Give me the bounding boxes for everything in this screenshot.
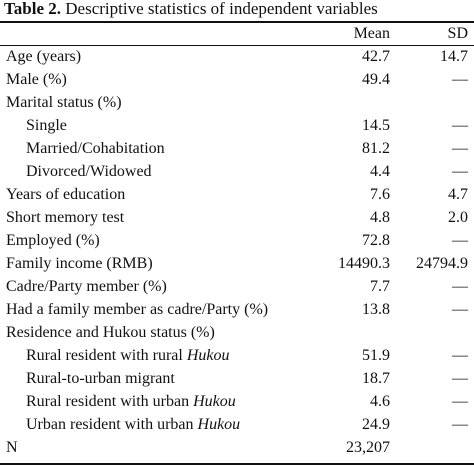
bottom-rule [0,463,474,465]
row-sd: — [452,347,468,364]
row-label-text: Urban resident with urban [26,416,198,433]
row-sd: — [452,71,468,88]
row-mean: 4.4 [370,163,390,180]
row-mean: 49.4 [362,71,390,88]
row-mean: 51.9 [362,347,390,364]
row-label: Single [26,117,67,134]
row-sd: 4.7 [448,186,468,203]
row-sd: — [452,117,468,134]
row-label: Divorced/Widowed [26,163,152,180]
table-row-n: N 23,207 [0,436,474,459]
row-sd: — [452,393,468,410]
row-label: Marital status (%) [6,94,122,111]
table-row-marital-status: Marital status (%) [0,91,474,114]
row-label: Urban resident with urban Hukou [26,413,240,436]
table-row-migrant: Rural-to-urban migrant 18.7 — [0,367,474,390]
table-row-rural-urban: Rural resident with urban Hukou 4.6 — [0,390,474,413]
table-row-family-income: Family income (RMB) 14490.3 24794.9 [0,252,474,275]
row-mean: 4.6 [370,393,390,410]
statistics-table: Mean SD Age (years) 42.7 14.7 Male (%) 4… [0,23,474,459]
row-mean: 23,207 [346,439,390,456]
row-label: Short memory test [6,209,125,226]
table-row-married: Married/Cohabitation 81.2 — [0,137,474,160]
row-label: Age (years) [6,48,82,65]
row-mean: 7.6 [370,186,390,203]
table-caption-label: Table 2. [4,0,62,18]
mean-column-header: Mean [353,25,390,42]
table-row-rural-rural: Rural resident with rural Hukou 51.9 — [0,344,474,367]
row-sd: — [452,140,468,157]
row-sd: — [452,416,468,433]
table-row-divorced: Divorced/Widowed 4.4 — [0,160,474,183]
row-sd: 14.7 [440,48,468,65]
row-mean: 18.7 [362,370,390,387]
table-row-single: Single 14.5 — [0,114,474,137]
table-row-urban-urban: Urban resident with urban Hukou 24.9 — [0,413,474,436]
row-sd: — [452,301,468,318]
row-mean: 14490.3 [338,255,390,272]
row-label: Rural-to-urban migrant [26,370,175,387]
row-label: Rural resident with urban Hukou [26,390,236,413]
row-mean: 14.5 [362,117,390,134]
top-rule [0,21,474,23]
row-mean: 72.8 [362,232,390,249]
table-row-male: Male (%) 49.4 — [0,68,474,91]
sd-column-header: SD [447,25,468,42]
row-mean: 4.8 [370,209,390,226]
row-label: Rural resident with rural Hukou [26,344,230,367]
table-caption: Table 2. Descriptive statistics of indep… [4,0,378,22]
table-row-employed: Employed (%) 72.8 — [0,229,474,252]
row-sd: — [452,232,468,249]
header-rule [0,45,474,46]
row-sd: 2.0 [448,209,468,226]
row-sd: 24794.9 [416,255,468,272]
row-sd: — [452,278,468,295]
row-label: Family income (RMB) [6,255,153,272]
table-header-row: Mean SD [0,23,474,45]
row-mean: 42.7 [362,48,390,65]
row-label: Male (%) [6,71,67,88]
row-label: Residence and Hukou status (%) [6,324,215,341]
row-mean: 81.2 [362,140,390,157]
table-caption-text: Descriptive statistics of independent va… [61,0,378,18]
table-row-memory-test: Short memory test 4.8 2.0 [0,206,474,229]
row-label-emphasis: Hukou [186,347,230,364]
table-row-cadre-party: Cadre/Party member (%) 7.7 — [0,275,474,298]
row-label-text: Rural resident with urban [26,393,194,410]
table-row-age: Age (years) 42.7 14.7 [0,45,474,68]
table-row-residence-hukou: Residence and Hukou status (%) [0,321,474,344]
table-row-family-cadre: Had a family member as cadre/Party (%) 1… [0,298,474,321]
row-label: Married/Cohabitation [26,140,165,157]
row-sd: — [452,370,468,387]
row-label: Employed (%) [6,232,100,249]
row-mean: 24.9 [362,416,390,433]
row-label-emphasis: Hukou [197,416,241,433]
row-label-emphasis: Hukou [193,393,236,410]
table-row-education: Years of education 7.6 4.7 [0,183,474,206]
row-mean: 13.8 [362,301,390,318]
row-mean: 7.7 [370,278,390,295]
row-label: Had a family member as cadre/Party (%) [6,301,269,318]
row-label: N [6,439,18,456]
row-label: Cadre/Party member (%) [6,278,167,295]
row-sd: — [452,163,468,180]
row-label: Years of education [6,186,126,203]
row-label-text: Rural resident with rural [26,347,187,364]
